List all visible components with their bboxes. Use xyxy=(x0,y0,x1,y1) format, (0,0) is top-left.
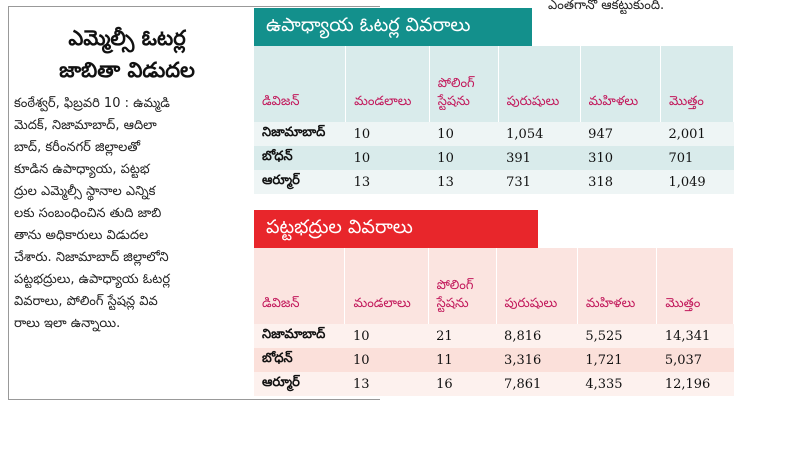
cell-polling-stations: 10 xyxy=(429,122,499,146)
article-headline: ఎమ్మెల్సీ ఓటర్ల జాబితా విడుదల xyxy=(22,22,232,86)
cell-division: ఆర్మూర్ xyxy=(254,170,346,194)
body-line: కూడిన ఉపాధ్యాయ, పట్టభ xyxy=(14,162,150,177)
cell-division: ఆర్మూర్ xyxy=(254,372,345,396)
cell-women: 4,335 xyxy=(577,372,657,396)
cell-total: 701 xyxy=(660,146,734,170)
cell-polling-stations: 13 xyxy=(429,170,499,194)
cell-mandals: 10 xyxy=(344,324,429,348)
cell-division: నిజామాబాద్ xyxy=(254,324,345,348)
frame-border-bottom xyxy=(8,399,380,400)
table-row: బోధన్ 10 10 391 310 701 xyxy=(254,146,734,170)
teacher-table-title: ఉపాధ్యాయ ఓటర్ల వివరాలు xyxy=(254,8,532,46)
table-header-row: డివిజన్ మండలాలు పోలింగ్ స్టేషను పురుషులు… xyxy=(254,46,735,122)
cell-men: 8,816 xyxy=(496,324,578,348)
header-total: మొత్తం xyxy=(660,46,735,122)
header-women: మహిళలు xyxy=(580,46,661,122)
graduate-voters-table: డివిజన్ మండలాలు పోలింగ్ స్టేషను పురుషులు… xyxy=(254,248,734,396)
table-header-row: డివిజన్ మండలాలు పోలింగ్ స్టేషను పురుషులు… xyxy=(254,248,734,324)
body-line: తాను అధికారులు విడుదల xyxy=(14,228,149,243)
cell-men: 1,054 xyxy=(498,122,581,146)
graduate-table-title: పట్టభద్రుల వివరాలు xyxy=(254,210,538,248)
header-division: డివిజన్ xyxy=(254,46,347,122)
table-row: నిజామాబాద్ 10 21 8,816 5,525 14,341 xyxy=(254,324,734,348)
header-polling-stations: పోలింగ్ స్టేషను xyxy=(428,248,497,324)
cell-men: 7,861 xyxy=(496,372,578,396)
cell-men: 731 xyxy=(498,170,581,194)
header-mandals: మండలాలు xyxy=(345,46,430,122)
header-men: పురుషులు xyxy=(498,46,581,122)
previous-article-tail: ఎంతగానో ఆకట్టుకుంది. xyxy=(548,0,665,13)
cell-total: 12,196 xyxy=(656,372,734,396)
body-line: మెదక్, నిజామాబాద్, ఆదిలా xyxy=(14,118,157,133)
cell-women: 5,525 xyxy=(577,324,657,348)
body-line: బాద్, కరీంనగర్ జిల్లాలతో xyxy=(14,140,141,155)
table-row: బోధన్ 10 11 3,316 1,721 5,037 xyxy=(254,348,734,372)
cell-division: బోధన్ xyxy=(254,146,346,170)
table-row: ఆర్మూర్ 13 13 731 318 1,049 xyxy=(254,170,734,194)
cell-polling-stations: 16 xyxy=(428,372,497,396)
body-line: పట్టభద్రులు, ఉపాధ్యాయ ఓటర్ల xyxy=(14,272,171,287)
header-men: పురుషులు xyxy=(496,248,578,324)
frame-border-top xyxy=(8,6,380,7)
body-line: చేశారు. నిజామాబాద్ జిల్లాలోని xyxy=(14,250,169,265)
article-body: కంఠేశ్వర్, ఫిబ్రవరి 10 : ఉమ్మడి మెదక్, న… xyxy=(14,93,246,335)
table-row: నిజామాబాద్ 10 10 1,054 947 2,001 xyxy=(254,122,734,146)
cell-total: 14,341 xyxy=(656,324,734,348)
cell-total: 2,001 xyxy=(660,122,734,146)
cell-polling-stations: 10 xyxy=(429,146,499,170)
cell-men: 3,316 xyxy=(496,348,578,372)
cell-polling-stations: 21 xyxy=(428,324,497,348)
body-line: లకు సంబంధించిన తుది జాబి xyxy=(14,206,162,221)
cell-women: 1,721 xyxy=(577,348,657,372)
headline-line-2: జాబితా విడుదల xyxy=(59,58,195,82)
article-frame xyxy=(8,6,380,400)
cell-division: బోధన్ xyxy=(254,348,345,372)
body-line: వివరాలు, పోలింగ్ స్టేషన్ల వివ xyxy=(14,294,158,309)
cell-mandals: 10 xyxy=(344,348,429,372)
body-line: రాలు ఇలా ఉన్నాయి. xyxy=(14,316,121,331)
body-line: ద్రుల ఎమ్మెల్సీ స్థానాల ఎన్నిక xyxy=(14,184,156,199)
teacher-voters-table: డివిజన్ మండలాలు పోలింగ్ స్టేషను పురుషులు… xyxy=(254,46,735,194)
cell-women: 947 xyxy=(580,122,661,146)
cell-women: 318 xyxy=(580,170,661,194)
frame-border-left xyxy=(8,6,9,399)
cell-men: 391 xyxy=(498,146,581,170)
cell-women: 310 xyxy=(580,146,661,170)
body-line: కంఠేశ్వర్, ఫిబ్రవరి 10 : ఉమ్మడి xyxy=(14,96,170,111)
headline-line-1: ఎమ్మెల్సీ ఓటర్ల xyxy=(68,26,186,50)
header-total: మొత్తం xyxy=(656,248,734,324)
header-polling-stations: పోలింగ్ స్టేషను xyxy=(429,46,499,122)
cell-mandals: 13 xyxy=(345,170,430,194)
cell-total: 5,037 xyxy=(656,348,734,372)
cell-mandals: 10 xyxy=(345,122,430,146)
cell-polling-stations: 11 xyxy=(428,348,497,372)
header-division: డివిజన్ xyxy=(254,248,346,324)
cell-mandals: 13 xyxy=(344,372,429,396)
header-women: మహిళలు xyxy=(577,248,658,324)
header-mandals: మండలాలు xyxy=(344,248,429,324)
table-row: ఆర్మూర్ 13 16 7,861 4,335 12,196 xyxy=(254,372,734,396)
cell-mandals: 10 xyxy=(345,146,430,170)
cell-division: నిజామాబాద్ xyxy=(254,122,346,146)
cell-total: 1,049 xyxy=(660,170,734,194)
